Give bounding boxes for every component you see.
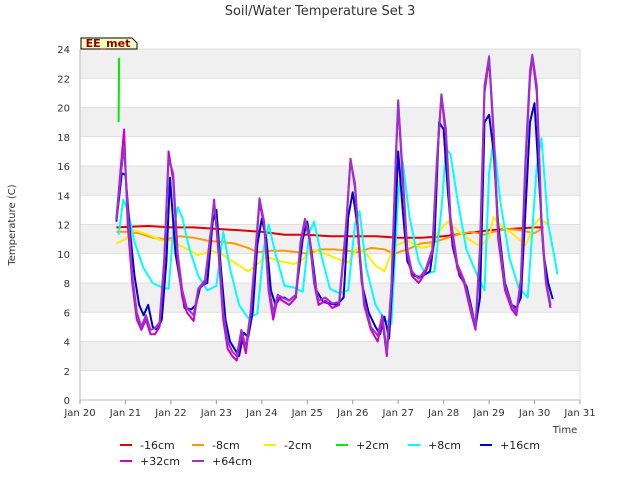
- y-tick-label: 6: [64, 308, 70, 319]
- y-axis-label: Temperature (C): [7, 184, 18, 266]
- y-tick-label: 22: [57, 74, 70, 85]
- series-line-64cm: [115, 53, 552, 358]
- plot-band: [80, 49, 580, 79]
- y-tick-label: 10: [57, 250, 70, 261]
- badge-text: EE_met: [86, 37, 131, 50]
- y-tick-label: 20: [57, 104, 70, 115]
- x-tick-label: Jan 22: [154, 408, 186, 419]
- series-lines: [115, 53, 559, 362]
- y-tick-label: 8: [64, 279, 70, 290]
- x-tick-label: Jan 28: [427, 408, 459, 419]
- ee-met-badge: EE_met: [80, 37, 138, 50]
- plot-band: [80, 107, 580, 137]
- badge-box: [80, 37, 138, 50]
- plot-band: [80, 166, 580, 196]
- legend-label: +16cm: [500, 439, 540, 452]
- x-tick-label: Jan 25: [291, 408, 323, 419]
- series-line-2cm: [117, 57, 121, 123]
- series-line-8cm: [116, 226, 545, 255]
- y-tick-label: 24: [57, 45, 70, 56]
- y-tick-label: 2: [64, 367, 70, 378]
- x-tick-label: Jan 27: [382, 408, 414, 419]
- legend-label: +32cm: [140, 455, 180, 468]
- legend: -16cm -8cm -2cm +2cm +8cm +16cm +32cm +64cm: [120, 439, 540, 468]
- y-tick-label: 12: [57, 221, 70, 232]
- y-tick-label: 0: [64, 396, 70, 407]
- chart-title: Soil/Water Temperature Set 3: [225, 4, 416, 19]
- x-tick-label: Jan 21: [109, 408, 141, 419]
- x-tick-label: Jan 26: [336, 408, 368, 419]
- legend-label: -16cm: [140, 439, 175, 452]
- series-line-16cm: [116, 225, 544, 239]
- legend-label: +2cm: [356, 439, 389, 452]
- x-tick-labels: Jan 20 Jan 21 Jan 22 Jan 23 Jan 24 Jan 25 Jan …: [63, 400, 596, 419]
- y-tick-label: 14: [57, 191, 70, 202]
- legend-label: -2cm: [284, 439, 312, 452]
- legend-label: -8cm: [212, 439, 240, 452]
- legend-label: +8cm: [428, 439, 461, 452]
- x-axis-label: Time: [552, 425, 577, 436]
- x-tick-label: Jan 30: [518, 408, 550, 419]
- x-tick-label: Jan 31: [563, 408, 595, 419]
- y-tick-label: 16: [57, 162, 70, 173]
- x-tick-label: Jan 23: [200, 408, 232, 419]
- y-tick-label: 4: [64, 338, 70, 349]
- x-tick-label: Jan 29: [472, 408, 504, 419]
- x-tick-label: Jan 20: [63, 408, 95, 419]
- x-tick-label: Jan 24: [245, 408, 277, 419]
- plot-band: [80, 341, 580, 371]
- y-tick-label: 18: [57, 133, 70, 144]
- axes: [79, 49, 581, 401]
- legend-label: +64cm: [212, 455, 252, 468]
